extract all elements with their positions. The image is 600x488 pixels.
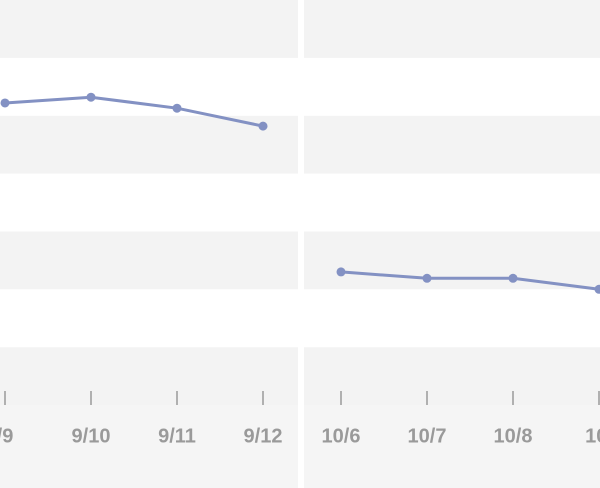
axis-background	[304, 405, 600, 488]
grid-band	[304, 173, 600, 232]
grid-band	[0, 173, 298, 232]
point	[508, 273, 518, 283]
x-tick-label: 10/6	[322, 425, 361, 447]
grid-band	[0, 347, 298, 405]
x-tick-label: 10/8	[494, 425, 533, 447]
grid-band	[304, 115, 600, 174]
grid-band	[304, 231, 600, 290]
grid-band	[0, 289, 298, 348]
grid-band	[304, 289, 600, 348]
point	[422, 273, 432, 283]
point	[336, 267, 346, 277]
x-tick-label: /9	[0, 425, 13, 447]
point	[86, 92, 96, 102]
grid-band	[0, 57, 298, 116]
line	[340, 270, 600, 291]
point	[594, 284, 600, 294]
x-tick-label: 9/11	[158, 425, 196, 447]
axis-background	[0, 405, 298, 488]
x-tick-label: 10/	[585, 425, 600, 447]
grid-band	[304, 347, 600, 405]
panel: /9 9/10 9/11 9/12	[0, 0, 298, 488]
point	[172, 103, 182, 113]
x-tick-label: 9/12	[244, 425, 283, 447]
x-tick-label: 10/7	[408, 425, 447, 447]
grid-band	[304, 57, 600, 116]
point	[258, 121, 268, 131]
grid-band	[0, 115, 298, 174]
grid-band	[304, 0, 600, 58]
grid-band	[0, 231, 298, 290]
grid-band	[0, 0, 298, 58]
x-tick-label: 9/10	[72, 425, 111, 447]
line	[4, 95, 264, 128]
point	[0, 98, 10, 108]
panel: 10/6 10/7 10/8 10/	[304, 0, 600, 488]
